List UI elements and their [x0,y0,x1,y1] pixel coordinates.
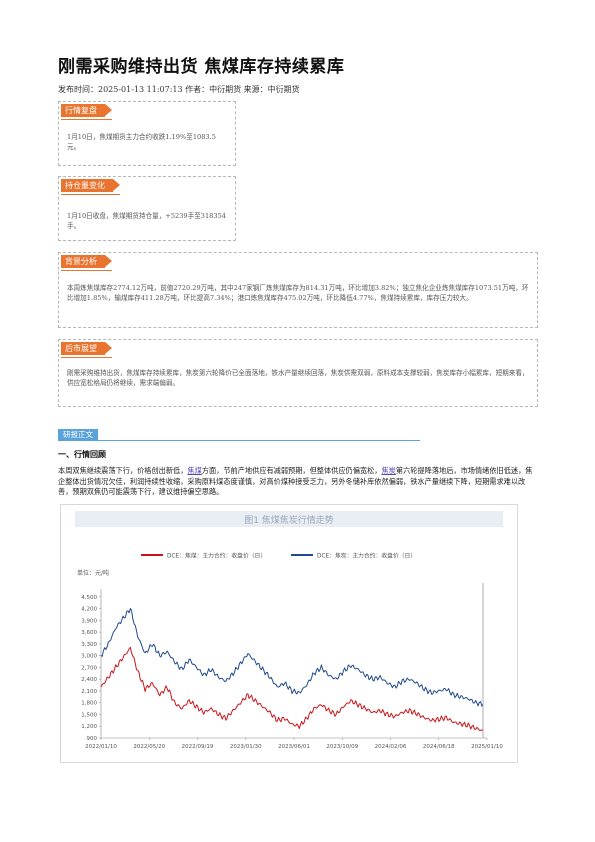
article-meta: 发布时间：2025-01-13 11:07:13 作者：中衍期货 来源：中衍期货 [58,85,300,94]
coke-link[interactable]: 焦炭 [381,466,396,475]
chart-figure: 图1 焦煤焦炭行情走势 DCE：焦煤：主力合约：收盘价（日） DCE：焦炭：主力合约… [60,504,518,763]
page-title: 刚需采购维持出货 焦煤库存持续累库 [58,57,345,77]
paragraph-text: 方面，节前产地供应有减弱预期，但整体供应仍偏宽松， [201,466,382,475]
y-tick-label: 4,200 [81,607,97,613]
section-market-review: 行情复盘 1月10日，焦煤期货主力合约收跌1.19%至1083.5元。 [58,101,236,166]
series-line-1 [100,646,484,732]
y-tick-label: 2,100 [81,689,97,695]
y-tick-label: 4,500 [81,595,97,601]
paragraph-text: 第六轮提降落地后，市场情绪依旧低迷，焦企整体出货情况欠佳，利润持续性收缩，采购原… [58,466,533,496]
paragraph-text: 本周双焦继续震荡下行，价格创出新低， [58,466,188,475]
y-tick-label: 3,300 [81,642,97,648]
section-background: 背景分析 本周炼焦煤库存2774.12万吨，前值2720.29万吨，其中247家… [58,252,538,328]
x-tick-label: 2023/01/30 [230,744,262,750]
chart-title: 图1 焦煤焦炭行情走势 [244,514,334,526]
section-position-change: 持仓量变化 1月10日收盘，焦煤期货持仓量，+5239手至318354手。 [58,176,236,241]
x-tick-label: 2022/05/20 [133,744,165,750]
x-tick-label: 2024/06/18 [423,744,455,750]
y-tick-label: 3,000 [81,654,97,660]
x-tick-label: 2022/01/10 [85,744,117,750]
section-tag: 持仓量变化 [61,179,120,195]
legend-label-1: DCE：焦煤：主力合约：收盘价（日） [167,552,266,560]
y-tick-label: 2,700 [81,665,97,671]
coking-coal-link[interactable]: 焦煤 [187,466,202,475]
x-tick-label: 2023/06/01 [278,744,310,750]
y-tick-label: 2,400 [81,677,97,683]
section-tag: 行情复盘 [61,104,112,120]
legend-label-2: DCE：焦炭：主力合约：收盘价（日） [317,552,416,560]
y-tick-label: 1,800 [81,701,97,707]
body-tag: 研报正文 [58,429,98,440]
section-text: 1月10日，焦煤期货主力合约收跌1.19%至1083.5元。 [67,133,216,151]
body-divider [58,440,420,441]
x-tick-label: 2024/02/06 [375,744,407,750]
y-tick-label: 3,900 [81,618,97,624]
section-outlook: 后市展望 刚需采购维持出货，焦煤库存持续累库，焦炭第六轮降价已全面落地，铁水产量… [58,339,538,407]
section-heading: 一、行情回顾 [58,450,106,459]
series-line-2 [100,608,484,707]
x-tick-label: 2022/09/19 [182,744,214,750]
y-tick-label: 900 [87,736,98,742]
y-tick-label: 1,200 [81,724,97,730]
body-paragraph: 本周双焦继续震荡下行，价格创出新低，焦煤方面，节前产地供应有减弱预期，但整体供应… [58,466,538,498]
y-tick-label: 1,500 [81,712,97,718]
section-tag: 后市展望 [61,342,112,358]
y-tick-label: 3,600 [81,630,97,636]
section-text: 本周炼焦煤库存2774.12万吨，前值2720.29万吨，其中247家钢厂炼焦煤… [67,284,529,302]
y-unit-label: 单位：元/吨 [77,569,109,577]
section-tag: 背景分析 [61,255,112,271]
chart-title-bar [75,511,503,527]
x-tick-label: 2023/10/09 [326,744,358,750]
x-tick-label: 2025/01/10 [471,744,503,750]
section-text: 1月10日收盘，焦煤期货持仓量，+5239手至318354手。 [67,212,226,230]
section-text: 刚需采购维持出货，焦煤库存持续累库，焦炭第六轮降价已全面落地，铁水产量继续回落，… [67,369,529,387]
price-trend-chart: 图1 焦煤焦炭行情走势 DCE：焦煤：主力合约：收盘价（日） DCE：焦炭：主力合约… [75,511,503,750]
